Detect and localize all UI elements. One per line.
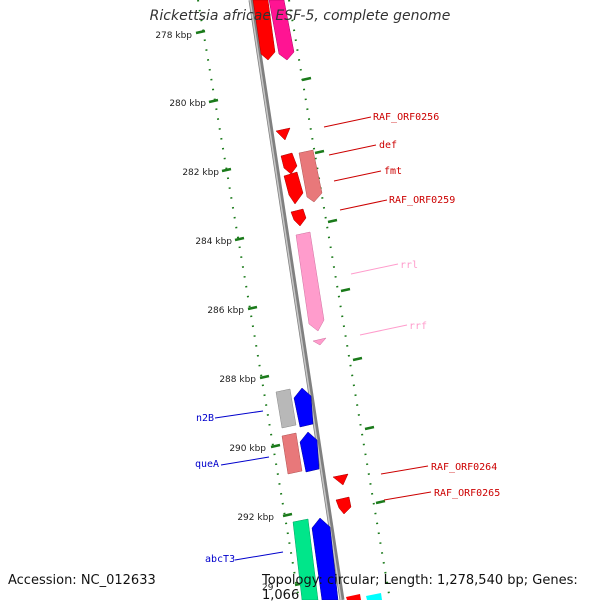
gene-blue-3 bbox=[311, 517, 339, 600]
gene-label-rrl: rrl bbox=[400, 260, 418, 271]
gene-label-def: def bbox=[379, 140, 397, 151]
gene-blue-2 bbox=[299, 431, 320, 473]
genes bbox=[252, 0, 382, 600]
gene-quea bbox=[281, 432, 303, 475]
gene-label-n2b: n2B bbox=[196, 413, 214, 424]
gene-raf-orf0259 bbox=[290, 208, 307, 227]
gene-blue-1 bbox=[293, 387, 314, 428]
gene-raf-orf0264 bbox=[332, 473, 349, 486]
gene-n2b bbox=[275, 388, 297, 429]
outer-tick-track bbox=[288, 0, 391, 600]
gene-abct3 bbox=[292, 518, 319, 600]
gene-label-quea: queA bbox=[195, 459, 219, 470]
genome-backbone-highlight bbox=[249, 0, 342, 600]
gene-rrf bbox=[312, 337, 327, 346]
kbp-label-290: 290 kbp bbox=[229, 444, 266, 454]
kbp-label-294: 29 bbox=[262, 583, 274, 593]
genome-backbone bbox=[248, 0, 345, 600]
gene-label-rrf: rrf bbox=[409, 321, 427, 332]
kbp-labels: 278 kbp 280 kbp 282 kbp 284 kbp 286 kbp … bbox=[155, 31, 274, 593]
kbp-label-284: 284 kbp bbox=[195, 237, 232, 247]
gene-raf-orf0265 bbox=[335, 496, 352, 515]
gene-def bbox=[280, 152, 298, 175]
kbp-label-282: 282 kbp bbox=[182, 168, 219, 178]
label-connectors bbox=[214, 116, 432, 561]
major-ticks-outer bbox=[301, 76, 386, 505]
kbp-label-280: 280 kbp bbox=[169, 99, 206, 109]
kbp-label-292: 292 kbp bbox=[237, 513, 274, 523]
topology-text: Topology: circular; Length: 1,278,540 bp… bbox=[262, 573, 578, 603]
gene-label-group: RAF_ORF0256 def fmt RAF_ORF0259 rrl rrf … bbox=[195, 112, 500, 565]
gene-label-raf-orf0264: RAF_ORF0264 bbox=[431, 462, 497, 473]
inner-tick-track bbox=[197, 0, 300, 600]
gene-salmon-fmt bbox=[298, 149, 323, 203]
gene-label-raf-orf0259: RAF_ORF0259 bbox=[389, 195, 455, 206]
gene-label-abct3: abcT3 bbox=[205, 554, 235, 565]
gene-red-bottom bbox=[346, 594, 361, 600]
gene-red-top bbox=[252, 0, 276, 61]
map-title: Rickettsia africae ESF-5, complete genom… bbox=[149, 8, 451, 24]
major-ticks-inner bbox=[195, 29, 305, 587]
gene-cyan-bottom bbox=[366, 593, 382, 600]
gene-magenta-top bbox=[268, 0, 295, 61]
gene-label-fmt: fmt bbox=[384, 166, 402, 177]
gene-fmt bbox=[283, 171, 304, 205]
accession-text: Accession: NC_012633 bbox=[8, 573, 156, 588]
kbp-label-278: 278 kbp bbox=[155, 31, 192, 41]
kbp-label-288: 288 kbp bbox=[219, 375, 256, 385]
kbp-label-286: 286 kbp bbox=[207, 306, 244, 316]
gene-rrl bbox=[295, 231, 325, 332]
gene-label-raf-orf0265: RAF_ORF0265 bbox=[434, 488, 500, 499]
gene-label-raf-orf0256: RAF_ORF0256 bbox=[373, 112, 439, 123]
gene-raf-orf0256 bbox=[275, 127, 291, 141]
